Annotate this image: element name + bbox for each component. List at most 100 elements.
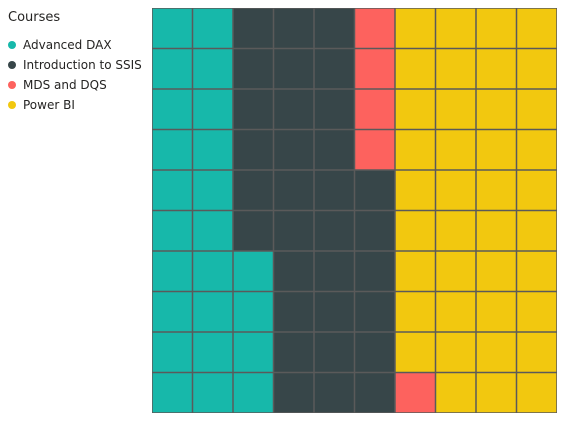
waffle-cell-introduction-to-ssis[interactable] bbox=[233, 130, 273, 170]
waffle-cell-introduction-to-ssis[interactable] bbox=[314, 251, 354, 291]
waffle-cell-introduction-to-ssis[interactable] bbox=[274, 170, 314, 210]
waffle-cell-power-bi[interactable] bbox=[436, 251, 476, 291]
waffle-cell-power-bi[interactable] bbox=[476, 373, 516, 413]
waffle-cell-power-bi[interactable] bbox=[517, 170, 557, 210]
waffle-cell-introduction-to-ssis[interactable] bbox=[355, 292, 395, 332]
waffle-cell-introduction-to-ssis[interactable] bbox=[314, 89, 354, 129]
waffle-cell-advanced-dax[interactable] bbox=[193, 211, 233, 251]
waffle-cell-advanced-dax[interactable] bbox=[193, 8, 233, 48]
waffle-cell-power-bi[interactable] bbox=[436, 170, 476, 210]
waffle-cell-advanced-dax[interactable] bbox=[193, 49, 233, 89]
waffle-cell-power-bi[interactable] bbox=[395, 332, 435, 372]
waffle-cell-introduction-to-ssis[interactable] bbox=[355, 373, 395, 413]
waffle-cell-power-bi[interactable] bbox=[395, 89, 435, 129]
waffle-cell-introduction-to-ssis[interactable] bbox=[274, 251, 314, 291]
waffle-cell-advanced-dax[interactable] bbox=[152, 8, 192, 48]
waffle-cell-mds-and-dqs[interactable] bbox=[355, 8, 395, 48]
waffle-cell-introduction-to-ssis[interactable] bbox=[314, 211, 354, 251]
waffle-cell-power-bi[interactable] bbox=[395, 170, 435, 210]
waffle-cell-introduction-to-ssis[interactable] bbox=[274, 211, 314, 251]
waffle-cell-advanced-dax[interactable] bbox=[152, 292, 192, 332]
waffle-cell-power-bi[interactable] bbox=[517, 332, 557, 372]
waffle-cell-power-bi[interactable] bbox=[517, 251, 557, 291]
waffle-cell-introduction-to-ssis[interactable] bbox=[274, 332, 314, 372]
legend-item-advanced-dax[interactable]: Advanced DAX bbox=[8, 35, 142, 55]
waffle-cell-power-bi[interactable] bbox=[436, 373, 476, 413]
waffle-cell-introduction-to-ssis[interactable] bbox=[314, 170, 354, 210]
waffle-cell-power-bi[interactable] bbox=[436, 89, 476, 129]
waffle-cell-mds-and-dqs[interactable] bbox=[395, 373, 435, 413]
waffle-cell-mds-and-dqs[interactable] bbox=[355, 89, 395, 129]
waffle-cell-introduction-to-ssis[interactable] bbox=[314, 130, 354, 170]
waffle-cell-introduction-to-ssis[interactable] bbox=[314, 49, 354, 89]
waffle-cell-introduction-to-ssis[interactable] bbox=[314, 292, 354, 332]
waffle-cell-advanced-dax[interactable] bbox=[193, 332, 233, 372]
waffle-cell-advanced-dax[interactable] bbox=[152, 211, 192, 251]
waffle-cell-introduction-to-ssis[interactable] bbox=[314, 332, 354, 372]
waffle-cell-advanced-dax[interactable] bbox=[233, 373, 273, 413]
waffle-cell-introduction-to-ssis[interactable] bbox=[233, 89, 273, 129]
waffle-cell-power-bi[interactable] bbox=[517, 130, 557, 170]
waffle-cell-advanced-dax[interactable] bbox=[193, 89, 233, 129]
waffle-cell-power-bi[interactable] bbox=[476, 292, 516, 332]
waffle-cell-introduction-to-ssis[interactable] bbox=[274, 49, 314, 89]
waffle-cell-introduction-to-ssis[interactable] bbox=[233, 170, 273, 210]
waffle-cell-introduction-to-ssis[interactable] bbox=[355, 170, 395, 210]
waffle-cell-power-bi[interactable] bbox=[395, 292, 435, 332]
waffle-cell-power-bi[interactable] bbox=[395, 8, 435, 48]
legend-item-introduction-to-ssis[interactable]: Introduction to SSIS bbox=[8, 55, 142, 75]
waffle-cell-introduction-to-ssis[interactable] bbox=[274, 130, 314, 170]
waffle-cell-advanced-dax[interactable] bbox=[152, 251, 192, 291]
waffle-cell-power-bi[interactable] bbox=[517, 292, 557, 332]
waffle-cell-advanced-dax[interactable] bbox=[193, 251, 233, 291]
waffle-cell-introduction-to-ssis[interactable] bbox=[314, 373, 354, 413]
waffle-cell-introduction-to-ssis[interactable] bbox=[314, 8, 354, 48]
waffle-cell-power-bi[interactable] bbox=[517, 89, 557, 129]
waffle-cell-power-bi[interactable] bbox=[517, 49, 557, 89]
waffle-cell-power-bi[interactable] bbox=[436, 332, 476, 372]
waffle-cell-power-bi[interactable] bbox=[476, 49, 516, 89]
waffle-cell-power-bi[interactable] bbox=[436, 8, 476, 48]
waffle-cell-power-bi[interactable] bbox=[476, 130, 516, 170]
waffle-cell-power-bi[interactable] bbox=[436, 49, 476, 89]
waffle-cell-power-bi[interactable] bbox=[476, 251, 516, 291]
waffle-cell-introduction-to-ssis[interactable] bbox=[233, 8, 273, 48]
waffle-cell-advanced-dax[interactable] bbox=[233, 332, 273, 372]
waffle-cell-advanced-dax[interactable] bbox=[233, 251, 273, 291]
waffle-cell-power-bi[interactable] bbox=[476, 211, 516, 251]
waffle-cell-advanced-dax[interactable] bbox=[233, 292, 273, 332]
waffle-cell-introduction-to-ssis[interactable] bbox=[274, 292, 314, 332]
waffle-cell-advanced-dax[interactable] bbox=[152, 130, 192, 170]
waffle-cell-power-bi[interactable] bbox=[517, 8, 557, 48]
waffle-cell-advanced-dax[interactable] bbox=[193, 130, 233, 170]
waffle-cell-introduction-to-ssis[interactable] bbox=[355, 251, 395, 291]
waffle-cell-introduction-to-ssis[interactable] bbox=[233, 211, 273, 251]
waffle-cell-power-bi[interactable] bbox=[395, 130, 435, 170]
waffle-cell-mds-and-dqs[interactable] bbox=[355, 49, 395, 89]
waffle-cell-mds-and-dqs[interactable] bbox=[355, 130, 395, 170]
waffle-cell-power-bi[interactable] bbox=[476, 332, 516, 372]
waffle-cell-power-bi[interactable] bbox=[476, 170, 516, 210]
waffle-cell-advanced-dax[interactable] bbox=[152, 49, 192, 89]
waffle-cell-power-bi[interactable] bbox=[395, 211, 435, 251]
waffle-cell-advanced-dax[interactable] bbox=[193, 292, 233, 332]
waffle-cell-advanced-dax[interactable] bbox=[152, 170, 192, 210]
waffle-cell-advanced-dax[interactable] bbox=[193, 373, 233, 413]
waffle-cell-power-bi[interactable] bbox=[395, 49, 435, 89]
waffle-cell-power-bi[interactable] bbox=[476, 89, 516, 129]
waffle-cell-advanced-dax[interactable] bbox=[152, 89, 192, 129]
waffle-cell-advanced-dax[interactable] bbox=[152, 332, 192, 372]
waffle-cell-power-bi[interactable] bbox=[476, 8, 516, 48]
legend-item-mds-and-dqs[interactable]: MDS and DQS bbox=[8, 75, 142, 95]
waffle-cell-advanced-dax[interactable] bbox=[193, 170, 233, 210]
waffle-cell-power-bi[interactable] bbox=[436, 211, 476, 251]
waffle-cell-power-bi[interactable] bbox=[517, 373, 557, 413]
waffle-cell-introduction-to-ssis[interactable] bbox=[233, 49, 273, 89]
waffle-cell-introduction-to-ssis[interactable] bbox=[355, 332, 395, 372]
waffle-cell-power-bi[interactable] bbox=[436, 292, 476, 332]
waffle-cell-introduction-to-ssis[interactable] bbox=[274, 89, 314, 129]
waffle-cell-power-bi[interactable] bbox=[436, 130, 476, 170]
waffle-cell-power-bi[interactable] bbox=[517, 211, 557, 251]
waffle-cell-advanced-dax[interactable] bbox=[152, 373, 192, 413]
legend-item-power-bi[interactable]: Power BI bbox=[8, 95, 142, 115]
